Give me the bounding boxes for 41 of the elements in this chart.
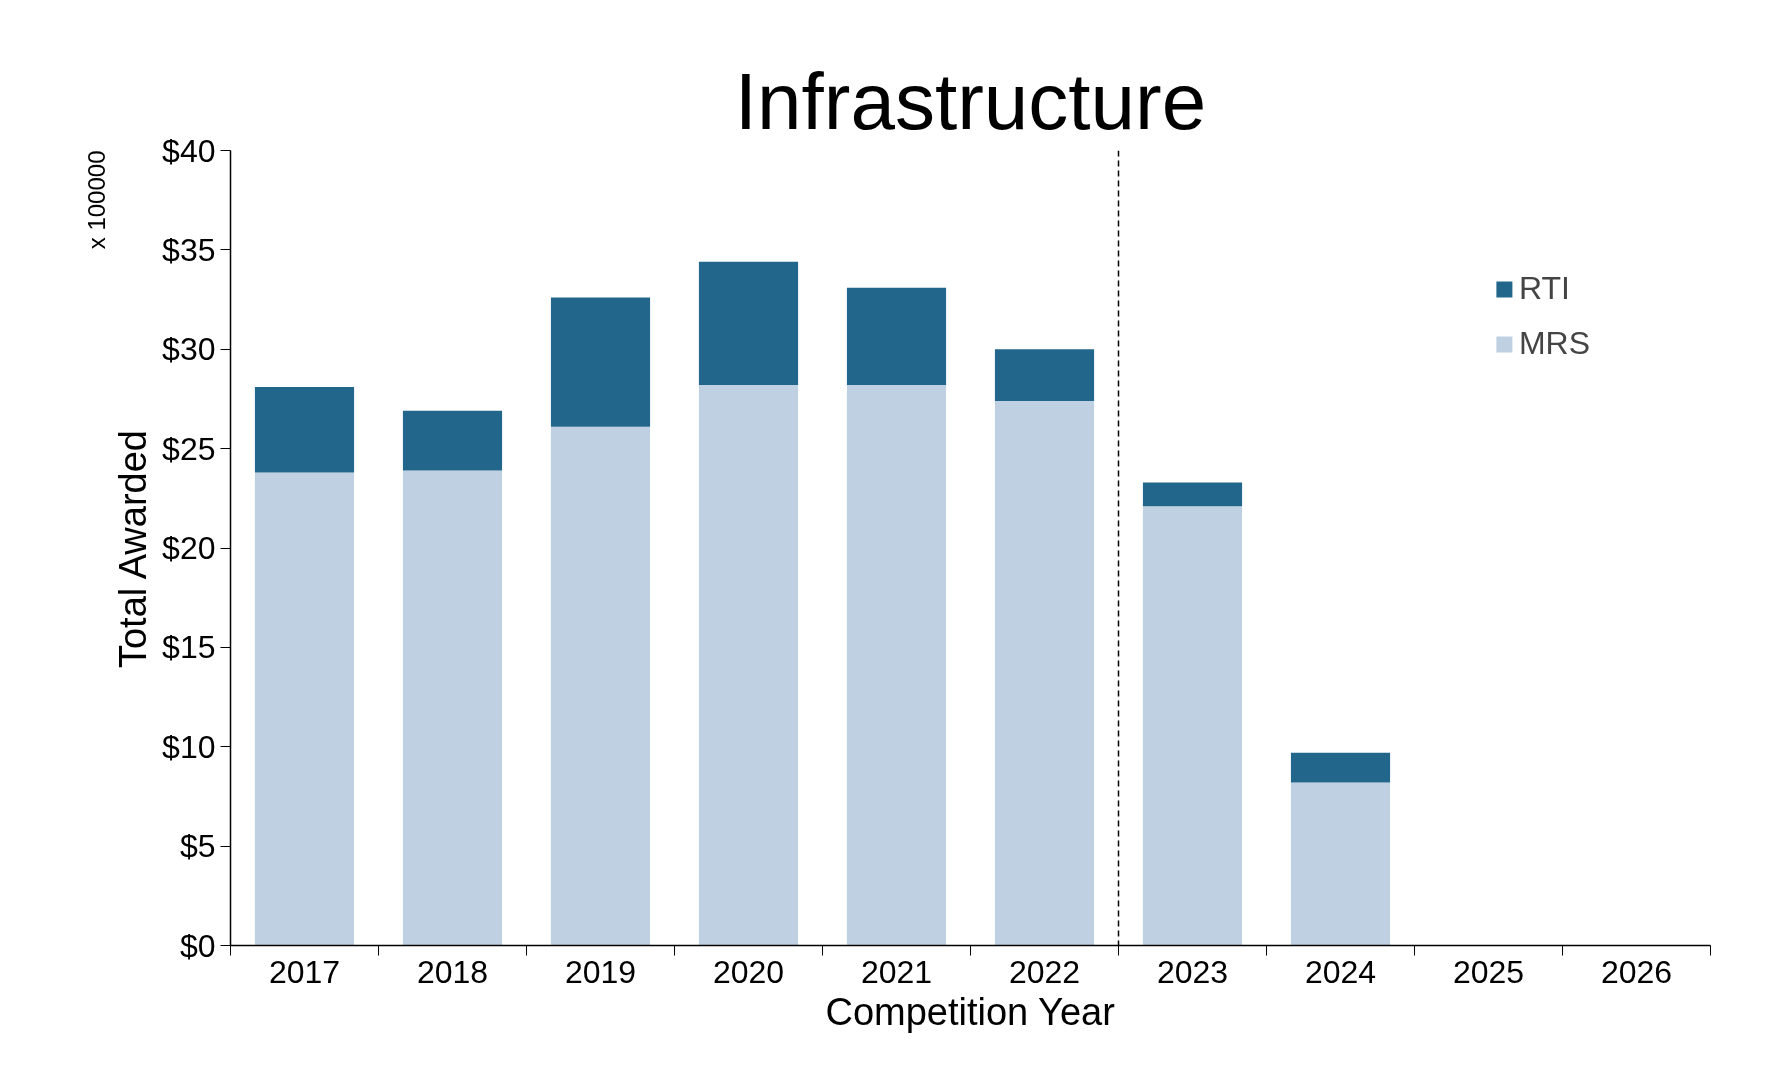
bar xyxy=(698,385,799,946)
bar xyxy=(1142,482,1243,507)
x-tick-label: 2024 xyxy=(1304,953,1377,990)
legend-label: RTI xyxy=(1518,270,1570,307)
x-axis-title: Competition Year xyxy=(825,990,1116,1033)
bar xyxy=(550,297,651,427)
bar xyxy=(254,387,355,473)
y-tick-label: $25 xyxy=(162,430,216,467)
y-tick-label: $5 xyxy=(179,828,216,865)
bar xyxy=(1290,782,1391,946)
y-tick-label: $35 xyxy=(162,231,216,268)
bar xyxy=(698,261,799,386)
y-tick-label: $0 xyxy=(179,927,216,964)
bar xyxy=(402,470,503,946)
x-tick-label: 2022 xyxy=(1008,953,1081,990)
y-tick-label: $20 xyxy=(162,530,216,566)
bar xyxy=(994,400,1095,946)
x-tick-label: 2019 xyxy=(564,953,637,990)
x-tick-label: 2018 xyxy=(416,953,489,990)
bar xyxy=(846,385,947,946)
bar xyxy=(994,349,1095,401)
legend-label: MRS xyxy=(1518,325,1590,362)
bar xyxy=(846,287,947,386)
x-tick-label: 2021 xyxy=(860,953,933,990)
text: x 100000 xyxy=(82,150,110,250)
bar xyxy=(1142,506,1243,946)
x-tick-label: 2017 xyxy=(268,953,341,990)
x-tick-label: 2020 xyxy=(712,953,785,990)
bar xyxy=(1290,752,1391,783)
y-tick-label: $10 xyxy=(162,728,216,765)
y-tick-label: $15 xyxy=(162,629,216,666)
chart-title: Infrastructure xyxy=(734,56,1207,146)
x-tick-label: 2025 xyxy=(1452,953,1525,990)
bar xyxy=(254,472,355,946)
bar xyxy=(550,426,651,946)
y-axis-title: Total Awarded xyxy=(112,430,155,669)
y-tick-label: $40 xyxy=(162,132,216,169)
bar xyxy=(402,410,503,471)
x-tick-label: 2023 xyxy=(1156,953,1229,990)
x-tick-label: 2026 xyxy=(1600,953,1673,990)
y-tick-label: $30 xyxy=(162,331,216,368)
